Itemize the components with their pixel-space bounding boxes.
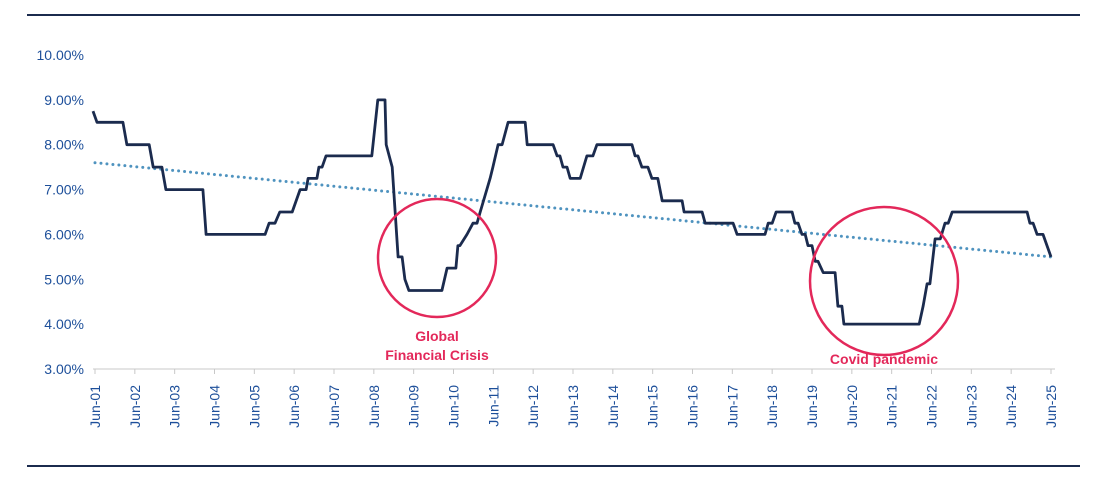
y-tick-label: 5.00%	[44, 271, 84, 287]
x-tick-label: Jun-19	[804, 385, 820, 428]
x-tick-label: Jun-13	[565, 385, 581, 428]
gfc-label-line1: Global	[415, 328, 459, 344]
y-tick-label: 6.00%	[44, 226, 84, 242]
covid-label: Covid pandemic	[830, 351, 938, 367]
trend-line	[93, 161, 1053, 259]
gfc-circle	[376, 197, 498, 319]
x-tick-label: Jun-17	[724, 385, 740, 428]
y-tick-label: 8.00%	[44, 137, 84, 153]
y-axis: 3.00% 4.00% 5.00% 6.00% 7.00% 8.00% 9.00% 10.00…	[37, 47, 84, 377]
gfc-label-line2: Financial Crisis	[385, 347, 489, 363]
y-tick-label: 7.00%	[44, 182, 84, 198]
x-tick-label: Jun-18	[764, 385, 780, 428]
x-tick-label: Jun-25	[1043, 385, 1059, 428]
x-tick-label: Jun-10	[446, 385, 462, 428]
x-tick-label: Jun-24	[1003, 385, 1019, 428]
x-axis: Jun-01 Jun-02 Jun-03 Jun-04 Jun-05 Jun-06 Jun-…	[87, 368, 1059, 428]
y-tick-label: 10.00%	[37, 47, 84, 63]
y-tick-label: 3.00%	[44, 361, 84, 377]
rate-line	[91, 98, 1053, 326]
x-tick-label: Jun-02	[127, 385, 143, 428]
x-tick-label: Jun-09	[406, 385, 422, 428]
series-group	[91, 98, 1053, 326]
y-tick-label: 9.00%	[44, 92, 84, 108]
x-tick-label: Jun-21	[884, 385, 900, 428]
x-tick-label: Jun-03	[167, 385, 183, 428]
x-tick-label: Jun-11	[485, 385, 501, 427]
x-tick-label: Jun-08	[366, 385, 382, 428]
x-tick-label: Jun-12	[525, 385, 541, 428]
x-tick-label: Jun-22	[924, 385, 940, 428]
x-tick-label: Jun-14	[605, 385, 621, 428]
x-tick-label: Jun-04	[207, 385, 223, 428]
x-tick-label: Jun-23	[963, 385, 979, 428]
x-tick-label: Jun-01	[87, 385, 103, 428]
x-tick-label: Jun-05	[246, 385, 262, 428]
x-tick-label: Jun-15	[645, 385, 661, 428]
x-tick-label: Jun-07	[326, 385, 342, 428]
x-tick-label: Jun-06	[286, 385, 302, 428]
covid-circle	[808, 205, 960, 357]
x-tick-label: Jun-16	[685, 385, 701, 428]
y-tick-label: 4.00%	[44, 316, 84, 332]
x-tick-label: Jun-20	[844, 385, 860, 428]
annotations: Global Financial Crisis Covid pandemic	[376, 197, 960, 367]
